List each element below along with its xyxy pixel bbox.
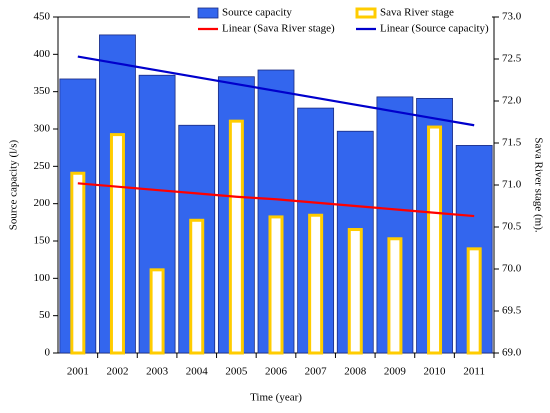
y2-tick-label: 69.0 bbox=[502, 347, 522, 359]
trend-line bbox=[77, 182, 475, 218]
y-tick-label: 100 bbox=[34, 272, 51, 284]
trend-line bbox=[77, 55, 475, 127]
x-tick-label: 2007 bbox=[305, 366, 328, 378]
bar bbox=[308, 213, 324, 355]
y-axis-title: Source capacity (l/s) bbox=[8, 139, 20, 230]
bar bbox=[466, 247, 482, 355]
legend-label: Sava River stage bbox=[380, 7, 454, 19]
x-tick-label: 2004 bbox=[186, 366, 209, 378]
bar bbox=[268, 215, 284, 355]
y-tick-label: 450 bbox=[34, 11, 51, 23]
bar bbox=[149, 268, 165, 355]
y2-tick-label: 70.0 bbox=[502, 263, 522, 275]
x-tick-label: 2002 bbox=[106, 366, 128, 378]
y-tick-label: 300 bbox=[34, 123, 51, 135]
y2-tick-label: 72.5 bbox=[502, 53, 522, 65]
y2-axis-title: Sava River stage (m). bbox=[532, 137, 544, 233]
y-tick-label: 150 bbox=[34, 235, 51, 247]
y-tick-label: 250 bbox=[34, 160, 51, 172]
bar bbox=[70, 171, 86, 355]
x-tick-label: 2003 bbox=[146, 366, 169, 378]
bar bbox=[427, 125, 443, 355]
x-tick-label: 2010 bbox=[424, 366, 447, 378]
y-tick-label: 50 bbox=[39, 309, 51, 321]
bar bbox=[109, 133, 125, 355]
y-tick-label: 350 bbox=[34, 85, 51, 97]
y2-tick-label: 71.0 bbox=[502, 179, 522, 191]
x-tick-label: 2009 bbox=[384, 366, 407, 378]
legend-label: Linear (Sava River stage) bbox=[222, 23, 335, 35]
bar bbox=[387, 237, 403, 355]
x-tick-label: 2006 bbox=[265, 366, 288, 378]
legend bbox=[190, 4, 492, 37]
legend-swatch bbox=[197, 7, 219, 19]
x-tick-label: 2011 bbox=[463, 366, 485, 378]
x-tick-label: 2008 bbox=[344, 366, 367, 378]
x-tick-label: 2005 bbox=[225, 366, 248, 378]
y-tick-label: 200 bbox=[34, 197, 51, 209]
bar bbox=[189, 218, 205, 355]
y-tick-label: 400 bbox=[34, 48, 51, 60]
bar bbox=[228, 119, 244, 355]
y2-tick-label: 70.5 bbox=[502, 221, 522, 233]
legend-label: Source capacity bbox=[222, 7, 292, 19]
x-axis-title: Time (year) bbox=[250, 392, 302, 404]
y2-tick-label: 69.5 bbox=[502, 305, 522, 317]
bar bbox=[347, 228, 363, 355]
y-tick-label: 0 bbox=[45, 347, 51, 359]
legend-swatch bbox=[355, 7, 377, 19]
x-tick-label: 2001 bbox=[67, 366, 89, 378]
y2-tick-label: 71.5 bbox=[502, 137, 522, 149]
y2-tick-label: 73.0 bbox=[502, 11, 522, 23]
y2-tick-label: 72.0 bbox=[502, 95, 522, 107]
legend-label: Linear (Source capacity) bbox=[380, 23, 489, 35]
